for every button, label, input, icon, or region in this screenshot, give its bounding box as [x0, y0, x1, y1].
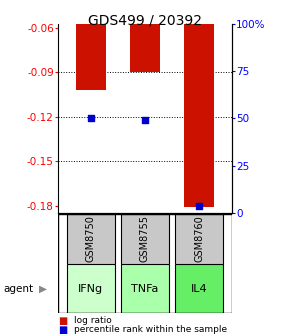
Text: IL4: IL4 [191, 284, 208, 294]
Text: TNFa: TNFa [131, 284, 159, 294]
Bar [67, 264, 115, 313]
Text: IFNg: IFNg [78, 284, 103, 294]
Bar [175, 214, 223, 264]
Point [197, 203, 202, 208]
Bar [130, 24, 160, 73]
Text: ▶: ▶ [39, 284, 47, 294]
Text: GSM8760: GSM8760 [194, 215, 204, 262]
Bar [76, 24, 106, 90]
Bar [121, 214, 169, 264]
Text: agent: agent [3, 284, 33, 294]
Text: log ratio: log ratio [74, 316, 112, 325]
Bar [67, 214, 115, 264]
Bar [121, 264, 169, 313]
Text: GSM8755: GSM8755 [140, 215, 150, 262]
Text: ■: ■ [58, 325, 67, 335]
Text: ■: ■ [58, 316, 67, 326]
Point [143, 118, 147, 123]
Text: GDS499 / 20392: GDS499 / 20392 [88, 13, 202, 28]
Bar [184, 24, 214, 207]
Point [88, 116, 93, 121]
Bar [175, 264, 223, 313]
Text: GSM8750: GSM8750 [86, 215, 96, 262]
Text: percentile rank within the sample: percentile rank within the sample [74, 326, 227, 334]
